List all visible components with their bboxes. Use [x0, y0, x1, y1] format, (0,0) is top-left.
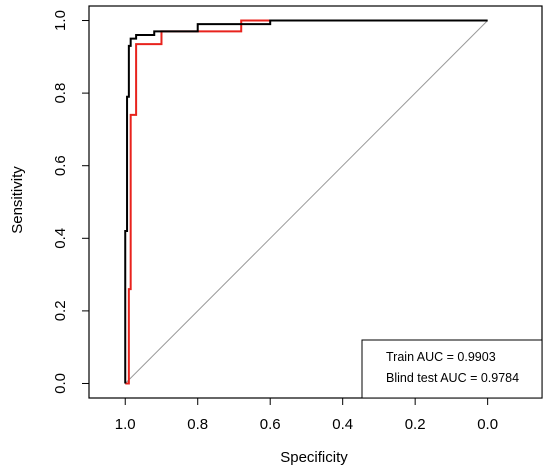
x-axis: 1.0 0.8 0.6 0.4 0.2 0.0 [115, 397, 498, 433]
plot-content [124, 19, 488, 385]
x-tick-label: 0.2 [405, 416, 426, 433]
x-tick-label: 0.4 [332, 416, 353, 433]
x-tick-label: 0.8 [187, 416, 208, 433]
reference-diagonal-line [124, 20, 488, 384]
legend-entry-train: Train AUC = 0.9903 [386, 350, 496, 364]
y-tick-label: 0.2 [52, 300, 69, 321]
y-tick-label: 0.8 [52, 83, 69, 104]
y-tick-label: 0.0 [52, 373, 69, 394]
y-tick-label: 1.0 [52, 10, 69, 31]
x-tick-label: 0.0 [477, 416, 498, 433]
plot-frame [88, 5, 543, 399]
legend-entry-blind-test: Blind test AUC = 0.9784 [386, 371, 519, 385]
roc-line-blind-test [125, 19, 271, 385]
x-tick-label: 0.6 [260, 416, 281, 433]
y-axis: 0.0 0.2 0.4 0.6 0.8 1.0 [52, 10, 89, 394]
x-axis-title: Specificity [280, 449, 348, 466]
legend: Train AUC = 0.9903 Blind test AUC = 0.97… [361, 339, 543, 399]
roc-line-train [124, 19, 488, 384]
legend-box [361, 339, 543, 399]
y-tick-label: 0.6 [52, 155, 69, 176]
y-tick-label: 0.4 [52, 228, 69, 249]
x-tick-label: 1.0 [115, 416, 136, 433]
y-axis-title: Sensitivity [9, 166, 26, 234]
